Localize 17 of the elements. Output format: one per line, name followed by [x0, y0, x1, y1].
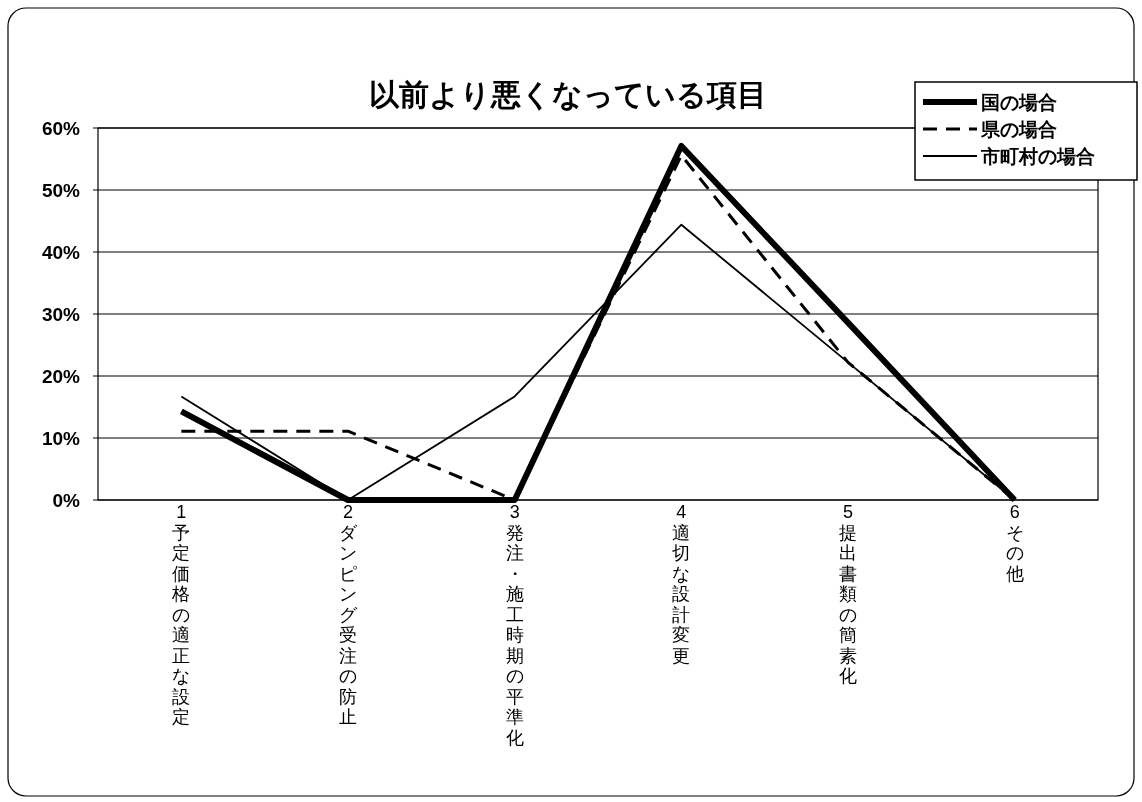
category-label: 2ダンピング受注の防止	[339, 502, 357, 727]
x-tick-label: 4適切な設計変更	[672, 502, 691, 666]
legend-label: 国の場合	[981, 92, 1057, 113]
category-label: 3発注・施工時期の平準化	[505, 502, 524, 748]
y-tick-label: 40%	[41, 242, 81, 263]
legend-label: 市町村の場合	[980, 146, 1095, 167]
y-tick-label: 50%	[41, 180, 81, 201]
y-tick-label: 30%	[41, 304, 81, 325]
legend-label: 県の場合	[980, 119, 1057, 140]
y-tick-label: 20%	[41, 366, 81, 387]
x-tick-label: 6その他	[1005, 502, 1024, 584]
chart-title: 以前より悪くなっている項目	[369, 78, 767, 111]
category-label: 5提出書類の簡素化	[839, 502, 857, 686]
y-tick-label: 10%	[41, 428, 81, 449]
y-tick-label: 0%	[52, 490, 81, 511]
category-label: 1予定価格の適正な設定	[172, 502, 191, 727]
y-tick-label: 60%	[41, 118, 81, 139]
